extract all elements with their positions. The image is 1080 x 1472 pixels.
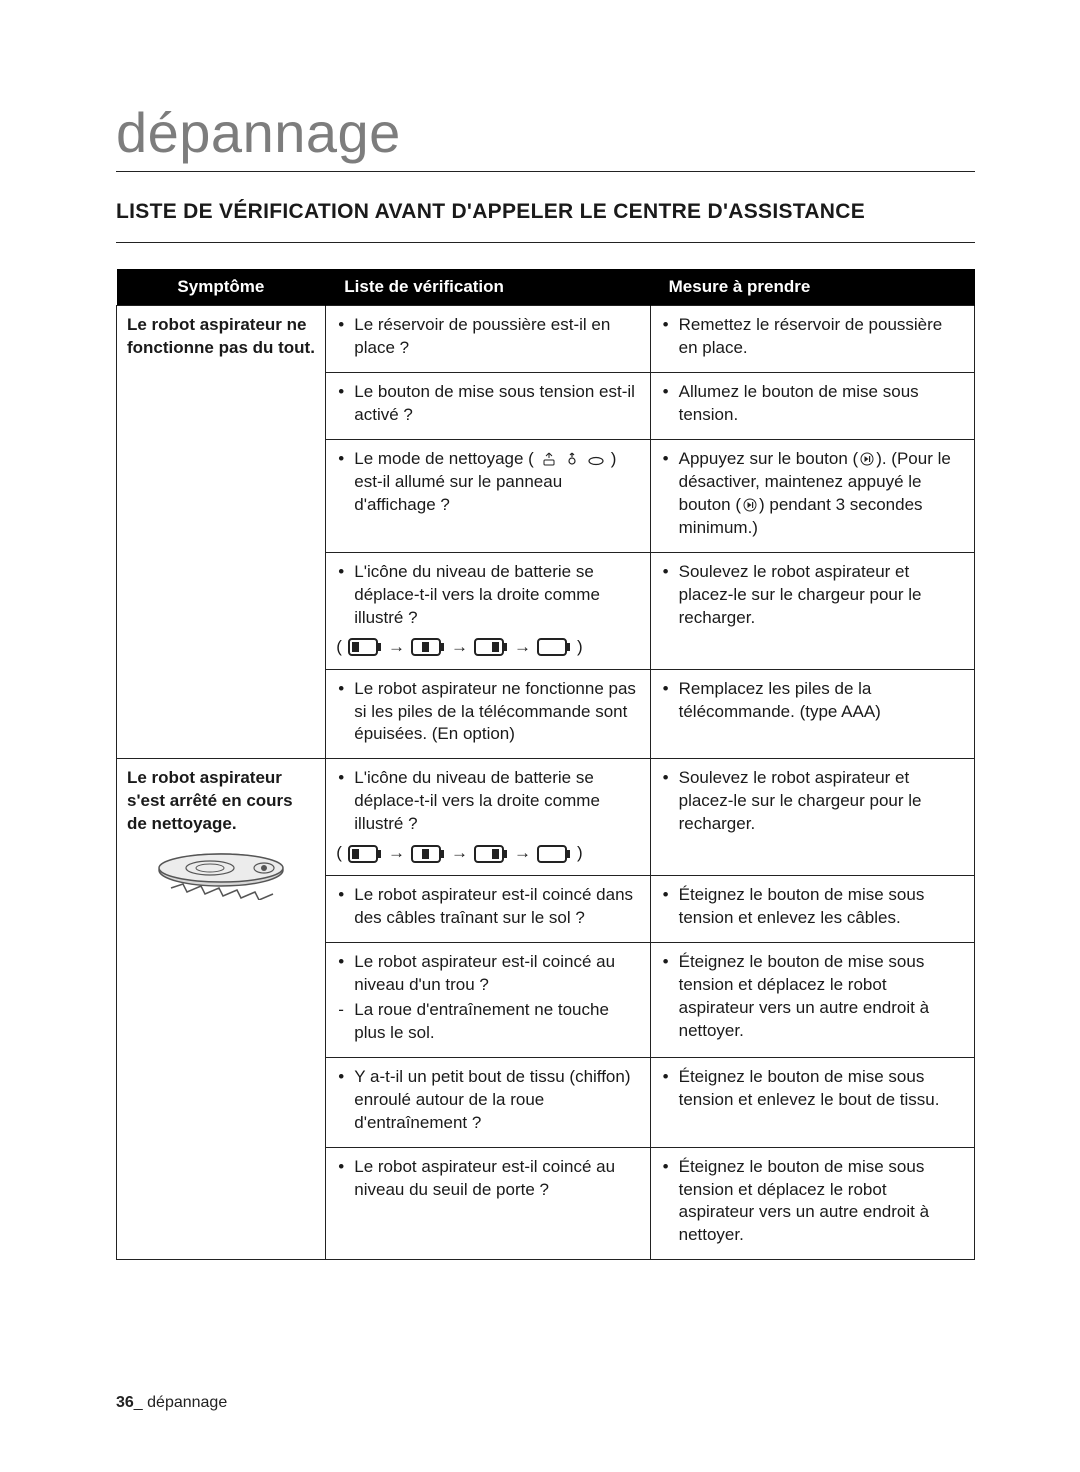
auto-mode-icon <box>541 452 557 466</box>
action-cell: Éteignez le bouton de mise sous tension … <box>650 943 974 1058</box>
action-cell: Éteignez le bouton de mise sous tension … <box>650 876 974 943</box>
check-text: Le bouton de mise sous tension est-il ac… <box>336 381 639 427</box>
action-text: Éteignez le bouton de mise sous tension … <box>661 884 964 930</box>
battery-icon-0 <box>537 845 571 863</box>
close-paren: ) <box>577 636 583 659</box>
action-pre: Appuyez sur le bouton ( <box>679 449 859 468</box>
robot-illustration <box>127 848 315 900</box>
action-text: Éteignez le bouton de mise sous tension … <box>661 951 964 1043</box>
battery-icon-2 <box>411 845 445 863</box>
page: dépannage LISTE DE VÉRIFICATION AVANT D'… <box>0 0 1080 1472</box>
battery-sequence: ( → → → ) <box>336 636 639 659</box>
play-pause-icon <box>860 452 874 466</box>
arrow-icon: → <box>388 636 405 659</box>
table-header-row: Symptôme Liste de vérification Mesure à … <box>117 269 975 306</box>
close-paren: ) <box>577 842 583 865</box>
max-mode-icon <box>588 456 604 466</box>
action-cell: Soulevez le robot aspirateur et placez-l… <box>650 759 974 876</box>
check-cell: Le robot aspirateur est-il coincé au niv… <box>326 943 650 1058</box>
spot-mode-icon <box>565 452 579 466</box>
arrow-icon: → <box>451 842 468 865</box>
battery-icon-1 <box>474 845 508 863</box>
check-cell: L'icône du niveau de batterie se déplace… <box>326 552 650 669</box>
check-cell: Le mode de nettoyage ( ) est-il allumé s… <box>326 440 650 553</box>
symptom-cell: Le robot aspirateur s'est arrêté en cour… <box>117 759 326 1260</box>
battery-icon-0 <box>537 638 571 656</box>
check-text: Le robot aspirateur est-il coincé au niv… <box>336 1156 639 1202</box>
action-cell: Éteignez le bouton de mise sous tension … <box>650 1147 974 1260</box>
action-text: Allumez le bouton de mise sous tension. <box>661 381 964 427</box>
arrow-icon: → <box>514 636 531 659</box>
action-text: Remettez le réservoir de poussière en pl… <box>661 314 964 360</box>
battery-sequence: ( → → → ) <box>336 842 639 865</box>
check-text: Le robot aspirateur ne fonctionne pas si… <box>336 678 639 747</box>
action-cell: Remplacez les piles de la télécommande. … <box>650 669 974 759</box>
table-row: Le robot aspirateur ne fonctionne pas du… <box>117 306 975 373</box>
play-pause-icon <box>743 498 757 512</box>
check-text: Le réservoir de poussière est-il en plac… <box>336 314 639 360</box>
footer-label: _ dépannage <box>134 1394 227 1411</box>
arrow-icon: → <box>451 636 468 659</box>
battery-icon-2 <box>411 638 445 656</box>
action-text: Soulevez le robot aspirateur et placez-l… <box>661 561 964 630</box>
action-cell: Soulevez le robot aspirateur et placez-l… <box>650 552 974 669</box>
action-text: Appuyez sur le bouton (). (Pour le désac… <box>661 448 964 540</box>
check-text: Le robot aspirateur est-il coincé au niv… <box>336 951 639 997</box>
section-heading: LISTE DE VÉRIFICATION AVANT D'APPELER LE… <box>116 198 975 243</box>
mode-icons <box>539 449 611 468</box>
check-cell: Le robot aspirateur est-il coincé dans d… <box>326 876 650 943</box>
action-cell: Allumez le bouton de mise sous tension. <box>650 373 974 440</box>
arrow-icon: → <box>514 842 531 865</box>
col-header-action: Mesure à prendre <box>650 269 974 306</box>
col-header-checklist: Liste de vérification <box>326 269 650 306</box>
check-cell: L'icône du niveau de batterie se déplace… <box>326 759 650 876</box>
check-cell: Y a-t-il un petit bout de tissu (chiffon… <box>326 1057 650 1147</box>
check-cell: Le robot aspirateur ne fonctionne pas si… <box>326 669 650 759</box>
action-text: Éteignez le bouton de mise sous tension … <box>661 1066 964 1112</box>
symptom-text: Le robot aspirateur s'est arrêté en cour… <box>127 768 293 833</box>
col-header-symptom: Symptôme <box>117 269 326 306</box>
check-pre: Le mode de nettoyage ( <box>354 449 534 468</box>
battery-icon-3 <box>348 845 382 863</box>
page-title: dépannage <box>116 100 975 172</box>
troubleshooting-table: Symptôme Liste de vérification Mesure à … <box>116 269 975 1260</box>
action-text: Soulevez le robot aspirateur et placez-l… <box>661 767 964 836</box>
check-text-sub: La roue d'entraînement ne touche plus le… <box>336 999 639 1045</box>
action-cell: Éteignez le bouton de mise sous tension … <box>650 1057 974 1147</box>
check-cell: Le réservoir de poussière est-il en plac… <box>326 306 650 373</box>
action-text: Remplacez les piles de la télécommande. … <box>661 678 964 724</box>
robot-vacuum-icon <box>146 848 296 900</box>
table-row: Le robot aspirateur s'est arrêté en cour… <box>117 759 975 876</box>
symptom-cell: Le robot aspirateur ne fonctionne pas du… <box>117 306 326 759</box>
page-number: 36 <box>116 1394 134 1411</box>
check-text: Y a-t-il un petit bout de tissu (chiffon… <box>336 1066 639 1135</box>
open-paren: ( <box>336 636 342 659</box>
action-cell: Remettez le réservoir de poussière en pl… <box>650 306 974 373</box>
check-text: L'icône du niveau de batterie se déplace… <box>336 561 639 630</box>
check-cell: Le bouton de mise sous tension est-il ac… <box>326 373 650 440</box>
open-paren: ( <box>336 842 342 865</box>
check-text: L'icône du niveau de batterie se déplace… <box>336 767 639 836</box>
action-text: Éteignez le bouton de mise sous tension … <box>661 1156 964 1248</box>
check-text: Le mode de nettoyage ( ) est-il allumé s… <box>336 448 639 517</box>
action-cell: Appuyez sur le bouton (). (Pour le désac… <box>650 440 974 553</box>
battery-icon-1 <box>474 638 508 656</box>
check-text: Le robot aspirateur est-il coincé dans d… <box>336 884 639 930</box>
check-cell: Le robot aspirateur est-il coincé au niv… <box>326 1147 650 1260</box>
battery-icon-3 <box>348 638 382 656</box>
page-footer: 36_ dépannage <box>116 1394 227 1412</box>
arrow-icon: → <box>388 842 405 865</box>
